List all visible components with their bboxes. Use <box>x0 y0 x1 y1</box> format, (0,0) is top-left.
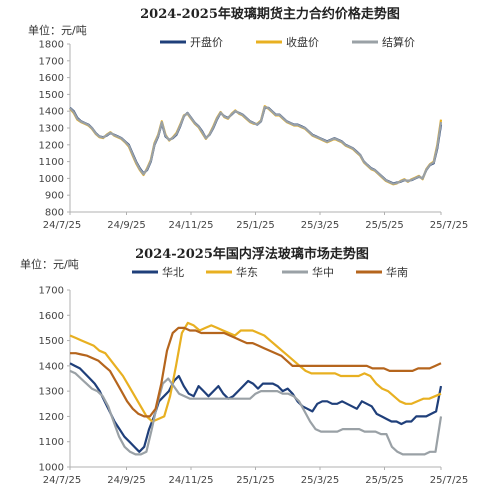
legend-label: 华东 <box>236 265 258 279</box>
y-tick-label: 1500 <box>39 336 64 347</box>
legend-item: 开盘价 <box>160 35 223 49</box>
y-tick-label: 1600 <box>39 311 64 322</box>
series-line-华东 <box>69 321 442 423</box>
y-tick-label: 1500 <box>39 90 64 101</box>
x-tick-label: 24/9/25 <box>107 220 146 231</box>
unit-label: 单位：元/吨 <box>28 23 87 37</box>
x-tick-label: 24/11/25 <box>169 220 214 231</box>
legend-item: 收盘价 <box>256 35 319 49</box>
x-tick-label: 25/5/25 <box>365 475 404 486</box>
legend-item: 华南 <box>356 265 408 279</box>
y-tick-label: 1800 <box>39 40 64 51</box>
legend-item: 华北 <box>132 265 184 279</box>
series-line-开盘价 <box>69 106 443 185</box>
x-tick-label: 24/9/25 <box>107 475 146 486</box>
x-tick-label: 25/7/25 <box>430 220 469 231</box>
y-tick-label: 1200 <box>39 412 64 423</box>
chart-title: 2024-2025年玻璃期货主力合约价格走势图 <box>140 6 400 22</box>
x-tick-label: 25/3/25 <box>301 220 340 231</box>
y-tick-label: 1400 <box>39 361 64 372</box>
legend-item: 华东 <box>206 265 258 279</box>
legend-label: 开盘价 <box>190 35 223 49</box>
x-tick-label: 25/1/25 <box>236 220 275 231</box>
legend-label: 华北 <box>162 265 184 279</box>
y-tick-label: 1200 <box>39 140 64 151</box>
legend-label: 收盘价 <box>286 35 319 49</box>
series-line-结算价 <box>69 105 443 185</box>
chart-title: 2024-2025年国内浮法玻璃市场走势图 <box>135 246 369 262</box>
y-tick-label: 1100 <box>39 437 64 448</box>
y-tick-label: 1400 <box>39 107 64 118</box>
series-line-华北 <box>69 362 443 453</box>
y-tick-label: 1700 <box>39 56 64 67</box>
x-tick-label: 24/7/25 <box>43 220 82 231</box>
legend-label: 华中 <box>312 265 334 279</box>
x-tick-label: 25/5/25 <box>365 220 404 231</box>
series-line-收盘价 <box>69 105 443 186</box>
y-tick-label: 1700 <box>39 286 64 297</box>
y-tick-label: 1100 <box>39 157 64 168</box>
series-line-华中 <box>69 369 443 456</box>
x-tick-label: 24/11/25 <box>169 475 214 486</box>
legend-item: 华中 <box>282 265 334 279</box>
y-tick-label: 1000 <box>39 174 64 185</box>
legend-label: 华南 <box>386 265 408 279</box>
series-line-华南 <box>70 326 442 418</box>
y-tick-label: 900 <box>45 191 64 202</box>
x-tick-label: 24/7/25 <box>43 475 82 486</box>
x-tick-label: 25/3/25 <box>301 475 340 486</box>
y-tick-label: 800 <box>45 208 64 219</box>
y-tick-label: 1000 <box>39 463 64 474</box>
y-tick-label: 1300 <box>39 124 64 135</box>
x-tick-label: 25/1/25 <box>236 475 275 486</box>
y-tick-label: 1300 <box>39 387 64 398</box>
x-tick-label: 25/7/25 <box>430 475 469 486</box>
legend-label: 结算价 <box>382 35 415 49</box>
unit-label: 单位：元/吨 <box>20 257 79 271</box>
legend-item: 结算价 <box>352 35 415 49</box>
y-tick-label: 1600 <box>39 73 64 84</box>
